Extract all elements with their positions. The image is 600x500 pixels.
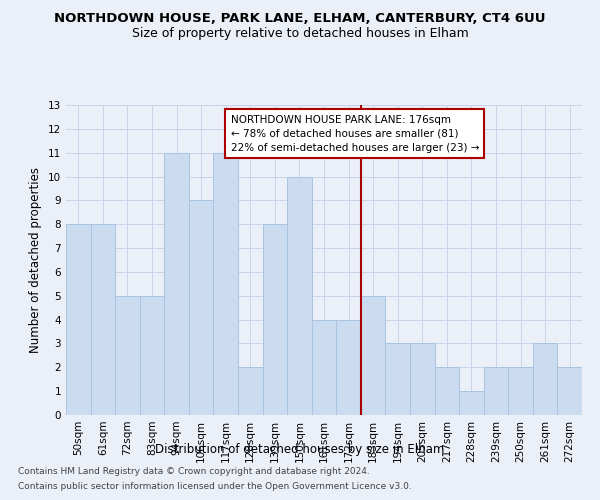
Bar bbox=[434, 368, 459, 415]
Bar bbox=[312, 320, 336, 415]
Bar bbox=[459, 391, 484, 415]
Bar bbox=[140, 296, 164, 415]
Bar bbox=[385, 344, 410, 415]
Bar bbox=[164, 152, 189, 415]
Bar bbox=[263, 224, 287, 415]
Bar bbox=[533, 344, 557, 415]
Bar bbox=[189, 200, 214, 415]
Bar bbox=[557, 368, 582, 415]
Bar bbox=[287, 176, 312, 415]
Bar bbox=[361, 296, 385, 415]
Text: NORTHDOWN HOUSE PARK LANE: 176sqm
← 78% of detached houses are smaller (81)
22% : NORTHDOWN HOUSE PARK LANE: 176sqm ← 78% … bbox=[230, 114, 479, 152]
Bar bbox=[66, 224, 91, 415]
Y-axis label: Number of detached properties: Number of detached properties bbox=[29, 167, 43, 353]
Text: Size of property relative to detached houses in Elham: Size of property relative to detached ho… bbox=[131, 28, 469, 40]
Bar bbox=[508, 368, 533, 415]
Bar bbox=[238, 368, 263, 415]
Bar bbox=[115, 296, 140, 415]
Text: Contains HM Land Registry data © Crown copyright and database right 2024.: Contains HM Land Registry data © Crown c… bbox=[18, 467, 370, 476]
Bar bbox=[214, 152, 238, 415]
Bar bbox=[336, 320, 361, 415]
Bar bbox=[484, 368, 508, 415]
Text: NORTHDOWN HOUSE, PARK LANE, ELHAM, CANTERBURY, CT4 6UU: NORTHDOWN HOUSE, PARK LANE, ELHAM, CANTE… bbox=[54, 12, 546, 26]
Text: Contains public sector information licensed under the Open Government Licence v3: Contains public sector information licen… bbox=[18, 482, 412, 491]
Bar bbox=[410, 344, 434, 415]
Text: Distribution of detached houses by size in Elham: Distribution of detached houses by size … bbox=[155, 442, 445, 456]
Bar bbox=[91, 224, 115, 415]
